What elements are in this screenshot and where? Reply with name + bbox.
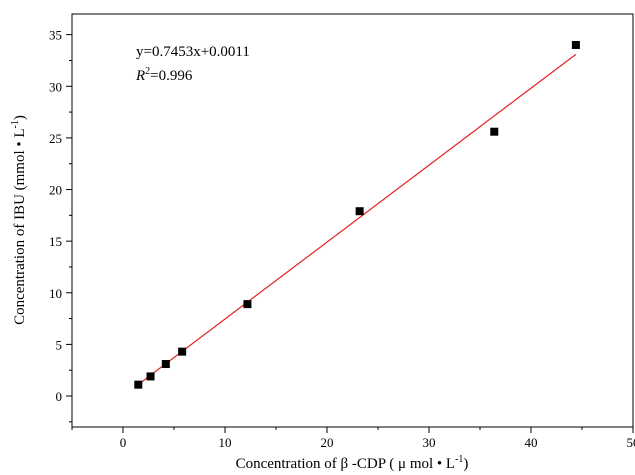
axis-ticks: 0 10 20 30 40 50 0 5 10 15 20 25 30 35 — [49, 28, 635, 450]
x-tick-label: 30 — [423, 435, 436, 450]
data-point — [571, 40, 580, 49]
x-axis-label: Concentration of β -CDP ( μ mol • L-1) — [236, 454, 469, 472]
x-tick-label: 10 — [219, 435, 232, 450]
regression-annotation: y=0.7453x+0.0011 R2=0.996 — [135, 44, 250, 84]
data-point — [134, 380, 143, 389]
x-tick-label: 0 — [120, 435, 127, 450]
y-axis-label: Concentration of IBU (mmol • L-1) — [10, 115, 28, 325]
x-tick-label: 40 — [525, 435, 538, 450]
y-tick-label: 20 — [49, 183, 62, 198]
x-tick-label: 20 — [321, 435, 334, 450]
regression-equation: y=0.7453x+0.0011 — [136, 44, 250, 60]
data-point — [178, 347, 187, 356]
data-point — [243, 300, 252, 309]
y-tick-label: 0 — [56, 389, 63, 404]
fit-line — [137, 53, 577, 385]
y-tick-label: 30 — [49, 79, 62, 94]
data-point — [161, 360, 170, 369]
y-tick-label: 15 — [49, 234, 62, 249]
y-tick-label: 10 — [49, 286, 62, 301]
y-tick-label: 35 — [49, 28, 62, 43]
x-tick-label: 50 — [627, 435, 635, 450]
data-point — [490, 127, 499, 136]
r-squared-label: R2=0.996 — [135, 66, 193, 84]
data-point — [146, 372, 155, 381]
plot-frame — [71, 13, 634, 428]
data-point — [355, 207, 364, 216]
y-tick-label: 5 — [56, 337, 63, 352]
data-points — [134, 40, 580, 389]
y-tick-label: 25 — [49, 131, 62, 146]
